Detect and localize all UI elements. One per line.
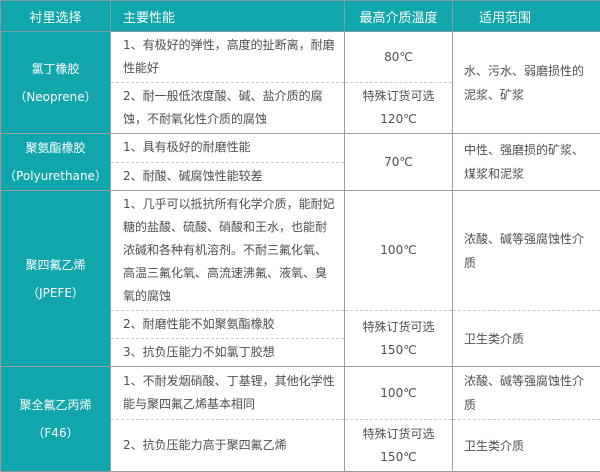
material-cell-polyurethane: 聚氨酯橡胶 （Polyurethane）	[1, 134, 111, 191]
application-cell: 中性、强磨损的矿浆、煤浆和泥浆	[453, 134, 600, 191]
header-max-temp: 最高介质温度	[345, 1, 453, 32]
temp-note: 特殊订货可选	[345, 85, 452, 108]
material-en: （Neoprene）	[1, 83, 110, 111]
header-performance: 主要性能	[111, 1, 345, 32]
table-row: 聚全氟乙丙烯 （F46） 1、不耐发烟硝酸、丁基锂，其他化学性能与聚四氟乙烯基本…	[1, 367, 600, 420]
material-en: （F46）	[1, 419, 110, 447]
application-cell: 卫生类介质	[453, 420, 600, 472]
performance-cell: 2、耐酸、碱腐蚀性能较差	[111, 162, 345, 191]
temp-value: 120℃	[345, 108, 452, 131]
temp-value: 150℃	[345, 446, 452, 469]
material-cell-neoprene: 氯丁橡胶 （Neoprene）	[1, 32, 111, 134]
temp-value: 150℃	[345, 339, 452, 362]
temp-cell: 80℃	[345, 32, 453, 83]
application-cell: 卫生类介质	[453, 311, 600, 367]
temp-value: 100℃	[345, 382, 452, 405]
temp-cell: 100℃	[345, 367, 453, 420]
material-en: （JPEFE）	[1, 279, 110, 307]
temp-note: 特殊订货可选	[345, 423, 452, 446]
material-name: 聚全氟乙丙烯	[1, 391, 110, 419]
performance-cell: 2、抗负压能力高于聚四氟乙烯	[111, 420, 345, 472]
table-header-row: 衬里选择 主要性能 最高介质温度 适用范围	[1, 1, 600, 32]
application-cell: 浓酸、碱等强腐蚀性介质	[453, 191, 600, 311]
performance-cell: 1、不耐发烟硝酸、丁基锂，其他化学性能与聚四氟乙烯基本相同	[111, 367, 345, 420]
temp-cell: 特殊订货可选 120℃	[345, 83, 453, 134]
lining-selection-table-page: 衬里选择 主要性能 最高介质温度 适用范围 氯丁橡胶 （Neoprene） 1、…	[0, 0, 600, 427]
temp-value: 100℃	[345, 239, 452, 262]
material-cell-jpefe: 聚四氟乙烯 （JPEFE）	[1, 191, 111, 367]
table-row: 聚四氟乙烯 （JPEFE） 1、几乎可以抵抗所有化学介质，能耐妃糖的盐酸、硫酸、…	[1, 191, 600, 311]
temp-cell: 特殊订货可选 150℃	[345, 420, 453, 472]
temp-note: 特殊订货可选	[345, 316, 452, 339]
material-name: 聚氨酯橡胶	[1, 134, 110, 162]
temp-value: 80℃	[345, 46, 452, 69]
performance-cell: 1、有极好的弹性，高度的扯断离，耐磨性能好	[111, 32, 345, 83]
temp-cell: 100℃	[345, 191, 453, 311]
material-cell-f46: 聚全氟乙丙烯 （F46）	[1, 367, 111, 472]
performance-cell: 1、几乎可以抵抗所有化学介质，能耐妃糖的盐酸、硫酸、硝酸和王水，也能耐浓碱和各种…	[111, 191, 345, 311]
application-cell: 浓酸、碱等强腐蚀性介质	[453, 367, 600, 420]
table-row: 氯丁橡胶 （Neoprene） 1、有极好的弹性，高度的扯断离，耐磨性能好 80…	[1, 32, 600, 83]
table-row: 聚氨酯橡胶 （Polyurethane） 1、具有极好的耐磨性能 70℃ 中性、…	[1, 134, 600, 163]
performance-cell: 3、抗负压能力不如氯丁胶想	[111, 339, 345, 367]
material-name: 氯丁橡胶	[1, 55, 110, 83]
performance-cell: 2、耐一般低浓度酸、碱、盐介质的腐蚀，不耐氧化性介质的腐蚀	[111, 83, 345, 134]
temp-cell: 70℃	[345, 134, 453, 191]
temp-value: 70℃	[345, 151, 452, 174]
material-en: （Polyurethane）	[1, 162, 110, 190]
header-application: 适用范围	[453, 1, 600, 32]
performance-cell: 1、具有极好的耐磨性能	[111, 134, 345, 163]
header-lining: 衬里选择	[1, 1, 111, 32]
application-cell: 水、污水、弱磨损性的泥浆、矿浆	[453, 32, 600, 134]
material-name: 聚四氟乙烯	[1, 251, 110, 279]
temp-cell: 特殊订货可选 150℃	[345, 311, 453, 367]
performance-cell: 2、耐磨性能不如聚氨酯橡胶	[111, 311, 345, 339]
